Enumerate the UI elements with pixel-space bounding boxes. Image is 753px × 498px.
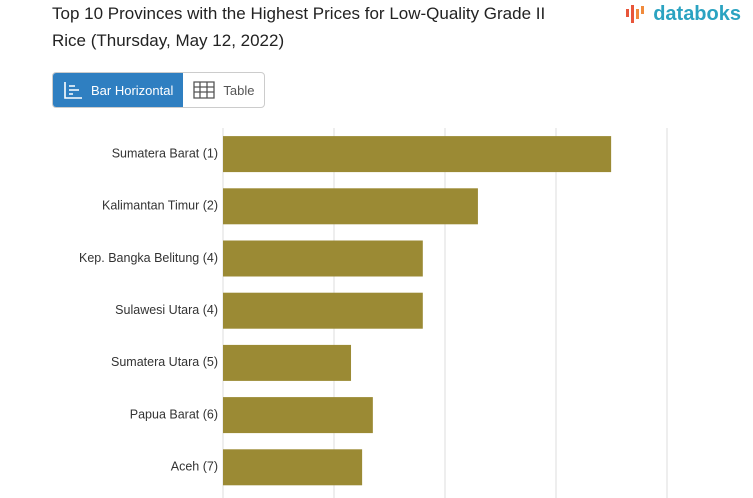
bar	[223, 397, 373, 434]
bar	[223, 240, 423, 277]
button-label: Bar Horizontal	[91, 82, 174, 98]
chart-title: Top 10 Provinces with the Highest Prices…	[52, 4, 546, 50]
y-tick-label: Papua Barat (6)	[130, 407, 218, 421]
bar-button[interactable]: Bar Horizontal	[53, 73, 184, 107]
logo-icon	[626, 5, 645, 23]
view-toggle: Bar Horizontal Table	[52, 72, 266, 108]
bar	[223, 188, 478, 225]
y-tick-label: Sulawesi Utara (4)	[115, 303, 218, 317]
table-button[interactable]: Table	[183, 73, 264, 107]
y-tick-label: Sumatera Barat (1)	[112, 146, 218, 160]
bar	[223, 449, 363, 486]
bar	[223, 136, 612, 173]
table-icon	[193, 81, 216, 99]
bar-icon	[64, 82, 82, 99]
y-tick-label: Kep. Bangka Belitung (4)	[79, 251, 218, 265]
logo[interactable]: databoks	[625, 0, 741, 28]
y-tick-label: Sumatera Utara (5)	[111, 355, 218, 369]
bar	[223, 344, 352, 381]
y-tick-label: Kalimantan Timur (2)	[102, 199, 218, 213]
y-tick-label: Aceh (7)	[171, 460, 218, 474]
logo-text: databoks	[653, 2, 741, 25]
bar	[223, 292, 423, 329]
button-label: Table	[223, 82, 255, 98]
